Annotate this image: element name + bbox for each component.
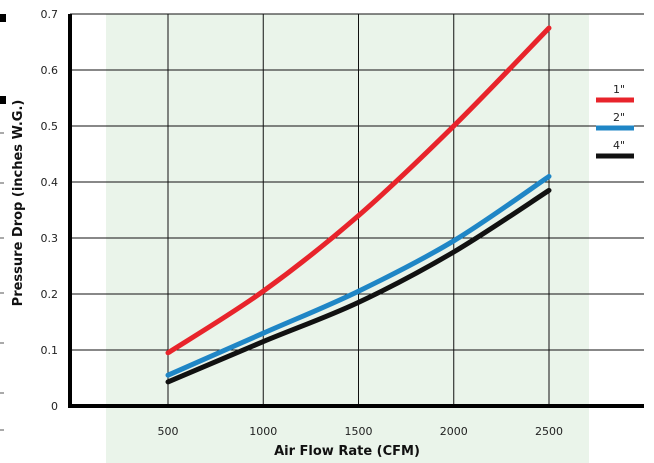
y-axis-title: Pressure Drop (inches W.G.): [11, 100, 26, 307]
x-tick-label: 2000: [440, 425, 468, 438]
tick-labels: 0 0.1 0.2 0.3 0.4 0.5 0.6 0.7 500 1000 1500 2000 250…: [41, 8, 564, 438]
legend: 1" 2" 4": [596, 83, 634, 159]
series-line-3: [165, 187, 552, 385]
y-tick-label: 0.7: [41, 8, 59, 21]
y-tick-label: 0.4: [41, 176, 59, 189]
y-tick-label: 0.2: [41, 288, 59, 301]
series-line-1: [165, 25, 552, 356]
x-tick-label: 1000: [249, 425, 277, 438]
grid-lines: [70, 13, 644, 406]
y-tick-label: 0.1: [41, 344, 59, 357]
legend-label-3: 4": [613, 139, 625, 152]
edge-marker: [0, 96, 6, 104]
x-axis-title: Air Flow Rate (CFM): [274, 444, 420, 459]
series-line-2: [165, 173, 552, 378]
edge-marker: [0, 14, 6, 22]
series-lines: [165, 25, 552, 385]
x-tick-label: 1500: [345, 425, 373, 438]
y-tick-label: 0.6: [41, 64, 59, 77]
y-tick-label: 0: [51, 400, 58, 413]
y-tick-label: 0.5: [41, 120, 59, 133]
legend-label-1: 1": [613, 83, 625, 96]
y-tick-label: 0.3: [41, 232, 59, 245]
x-tick-label: 2500: [535, 425, 563, 438]
x-tick-label: 500: [158, 425, 179, 438]
legend-label-2: 2": [613, 111, 625, 124]
axes: [0, 14, 644, 431]
